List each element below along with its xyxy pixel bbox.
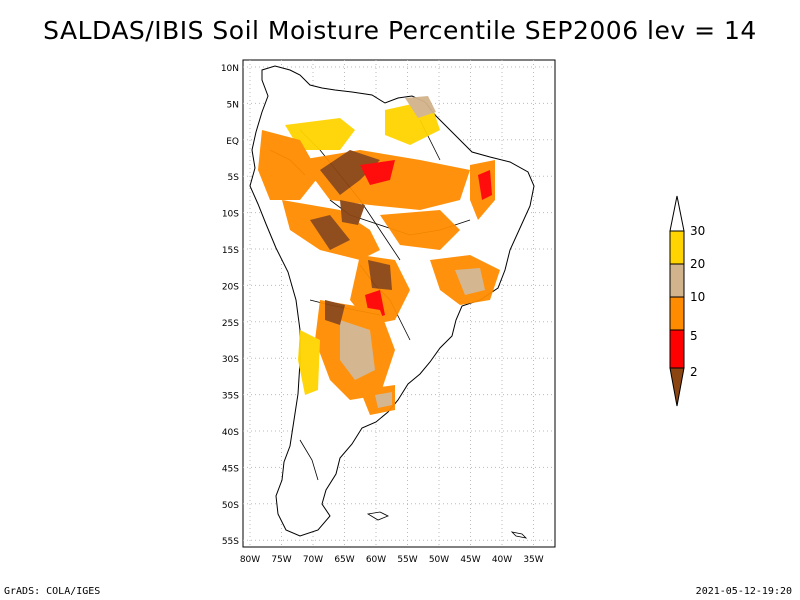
footer-timestamp: 2021-05-12-19:20: [695, 586, 792, 597]
lon-label: 70W: [303, 555, 323, 565]
lon-label: 75W: [271, 555, 291, 565]
lon-label: 80W: [240, 555, 260, 565]
lat-label: 5S: [228, 173, 240, 183]
legend-bin-2-5: [669, 329, 685, 369]
legend-label-30: 30: [690, 224, 705, 238]
lat-label: 30S: [222, 355, 239, 365]
legend-label-2: 2: [690, 365, 698, 379]
map-title: SALDAS/IBIS Soil Moisture Percentile SEP…: [43, 16, 757, 45]
lat-label: 55S: [222, 537, 239, 547]
lat-label: 35S: [222, 392, 239, 402]
lat-label: 15S: [222, 246, 239, 256]
footer-credit: GrADS: COLA/IGES: [4, 586, 101, 597]
longitude-labels: 80W 75W 70W 65W 60W 55W 50W 45W 40W 35W: [240, 555, 544, 565]
lon-label: 50W: [429, 555, 449, 565]
legend-label-5: 5: [690, 329, 698, 343]
lon-label: 45W: [460, 555, 480, 565]
lon-label: 35W: [523, 555, 543, 565]
legend-top-arrow: [669, 195, 685, 232]
lat-label: 5N: [227, 100, 239, 110]
lon-label: 60W: [366, 555, 386, 565]
lon-label: 40W: [492, 555, 512, 565]
legend-bottom-arrow: [669, 367, 685, 407]
percentile-fill: [258, 96, 500, 415]
lat-label: 10N: [221, 64, 239, 74]
lat-label: 20S: [222, 282, 239, 292]
lat-label: 40S: [222, 428, 239, 438]
lat-label: 50S: [222, 501, 239, 511]
legend-label-10: 10: [690, 290, 705, 304]
latitude-labels: 10N 5N EQ 5S 10S 15S 20S 25S 30S 35S 40S 45S 50S 55S: [221, 64, 239, 547]
lat-label: 10S: [222, 210, 239, 220]
lat-label: 45S: [222, 464, 239, 474]
lat-label: EQ: [226, 137, 239, 147]
legend-bin-20-30: [669, 230, 685, 265]
legend-bin-5-10: [669, 296, 685, 331]
lon-label: 65W: [334, 555, 354, 565]
lon-label: 55W: [397, 555, 417, 565]
lat-label: 25S: [222, 319, 239, 329]
legend-label-20: 20: [690, 257, 705, 271]
legend-bin-10-20: [669, 263, 685, 298]
color-legend: 30 20 10 5 2: [669, 195, 705, 407]
